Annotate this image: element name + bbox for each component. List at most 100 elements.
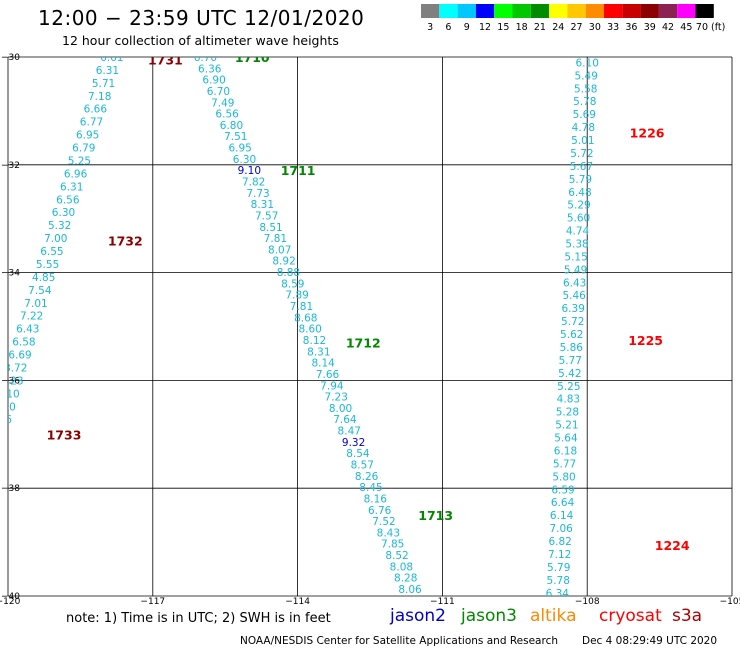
scale-label: 6 (445, 22, 451, 33)
wave-height-label: 5.80 (552, 471, 575, 483)
wave-height-label: 6.96 (64, 168, 88, 180)
wave-height-label: 6.77 (80, 117, 103, 129)
wave-height-label: 4.74 (566, 226, 590, 238)
wave-height-label: 5.25 (68, 155, 91, 167)
wave-height-label: 5.01 (571, 135, 594, 147)
wave-height-label: 8.88 (277, 267, 300, 279)
footer-credit: NOAA/NESDIS Center for Satellite Applica… (240, 635, 558, 647)
wave-height-label: 5.29 (567, 200, 590, 212)
wave-height-label: 8.59 (281, 278, 304, 290)
y-tick-label: −36 (1, 376, 20, 386)
scale-swatch (475, 4, 495, 18)
wave-height-label: 5.15 (564, 251, 587, 263)
y-tick-label: −38 (1, 484, 20, 494)
scale-label: 42 (662, 22, 674, 33)
wave-height-label: 5.21 (555, 420, 578, 432)
wave-height-label: 6.39 (562, 303, 585, 315)
wave-height-label: 8.57 (351, 459, 374, 471)
wave-height-label: 6.58 (12, 337, 35, 349)
scale-swatch (567, 4, 586, 18)
scale-label: 33 (607, 22, 619, 33)
wave-height-label: 7.57 (255, 210, 278, 222)
scale-swatch (622, 4, 641, 18)
wave-height-label: 5.60 (567, 213, 590, 225)
scale-swatch (512, 4, 531, 18)
pass-time-label: 1711 (281, 163, 316, 178)
wave-height-label: 6.66 (84, 104, 108, 116)
scale-label: 27 (571, 22, 583, 33)
wave-height-label: 6.90 (202, 75, 225, 87)
scale-label: 15 (497, 22, 509, 33)
wave-height-label: 6.69 (8, 350, 31, 362)
wave-height-label: 8.43 (377, 527, 400, 539)
wave-height-label: 7.89 (285, 290, 308, 302)
legend-jason3: jason3 (461, 606, 517, 626)
wave-height-label: 5.25 (557, 381, 580, 393)
legend-s3a: s3a (672, 606, 703, 626)
map-title: 12:00 − 23:59 UTC 12/01/2020 (38, 6, 365, 30)
wave-height-label: 8.52 (385, 550, 408, 562)
wave-height-label: 6.95 (76, 130, 99, 142)
x-tick-label: −111 (430, 597, 455, 605)
wave-height-label: 6.43 (563, 277, 586, 289)
wave-height-label: 7.64 (333, 414, 357, 426)
wave-height-label: 7.23 (0, 375, 23, 387)
wave-height-label: 8.06 (398, 584, 422, 596)
y-tick-label: −30 (1, 53, 20, 63)
wave-height-label: 6.95 (228, 143, 251, 155)
wave-height-label: 8.51 (259, 222, 282, 234)
wave-height-label: 6.70 (194, 52, 217, 64)
scale-label: 9 (464, 22, 470, 33)
wave-height-label: 6.59 (551, 484, 574, 496)
note-text: note: 1) Time is in UTC; 2) SWH is in fe… (66, 611, 331, 626)
wave-height-label: 9.32 (342, 437, 365, 449)
scale-label: 24 (552, 22, 564, 33)
wave-height-label: 5.62 (560, 329, 583, 341)
wave-height-label: 8.28 (394, 573, 417, 585)
scale-label: 18 (516, 22, 528, 33)
scale-label: 36 (625, 22, 637, 33)
pass-time-label: 1226 (630, 125, 665, 140)
wave-height-label: 8.31 (307, 346, 330, 358)
wave-height-label: 7.22 (20, 311, 43, 323)
pass-time-label: 1733 (47, 427, 82, 442)
wave-height-label: 7.00 (44, 233, 67, 245)
wave-height-label: 7.94 (320, 380, 344, 392)
pass-time-label: 1731 (148, 53, 183, 68)
scale-label: 30 (589, 22, 601, 33)
wave-height-label: 8.00 (329, 403, 352, 415)
map-subtitle: 12 hour collection of altimeter wave hei… (62, 33, 339, 48)
x-tick-label: −120 (0, 597, 21, 605)
wave-height-label: 8.92 (272, 256, 295, 268)
wave-height-label: 7.73 (246, 188, 269, 200)
scale-swatch (640, 4, 659, 18)
map-plot: −120 −117 −114 −111 −108 −105 −30 −32 −34 −36 −38 −… (0, 52, 740, 605)
pass-time-label: 1732 (108, 233, 143, 248)
wave-height-label: 7.23 (325, 392, 348, 404)
wave-height-label: 8.26 (0, 427, 8, 439)
wave-height-label: 6.80 (220, 120, 243, 132)
wave-height-label: 8.60 (298, 324, 321, 336)
pass-time-label: 1712 (346, 336, 381, 351)
legend-cryosat: cryosat (599, 606, 662, 626)
wave-height-label: 6.56 (215, 109, 239, 121)
wave-height-label: 7.66 (316, 369, 340, 381)
wave-height-label: 6.79 (72, 143, 95, 155)
wave-height-label: 8.12 (303, 335, 326, 347)
wave-height-label: 7.81 (264, 233, 287, 245)
wave-height-label: 8.31 (251, 199, 274, 211)
wave-height-label: 7.49 (211, 97, 234, 109)
x-tick-label: −105 (720, 597, 740, 605)
wave-height-label: 5.77 (559, 355, 582, 367)
track-1710-1713: 6.706.366.906.707.496.566.807.516.956.30… (194, 52, 453, 596)
x-tick-label: −114 (285, 597, 310, 605)
wave-height-label: 6.18 (554, 445, 577, 457)
wave-height-label: 5.79 (547, 562, 570, 574)
wave-height-label: 8.08 (390, 561, 413, 573)
wave-height-label: 5.46 (562, 290, 586, 302)
wave-height-label: 8.45 (359, 482, 382, 494)
wave-height-label: 5.79 (569, 174, 592, 186)
wave-height-label: 7.30 (0, 401, 16, 413)
scale-swatch (421, 4, 440, 18)
scale-swatch (530, 4, 550, 18)
